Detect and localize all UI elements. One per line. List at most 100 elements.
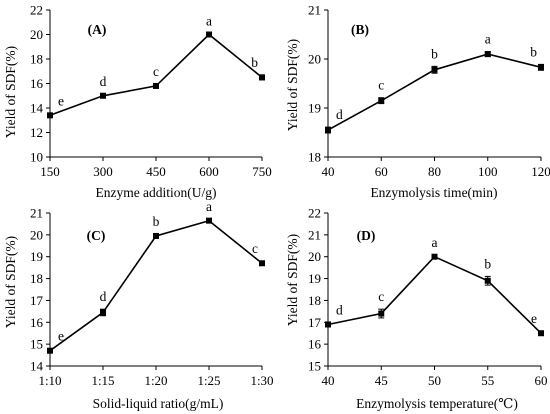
series-line xyxy=(327,255,542,334)
y-tick-label: 14 xyxy=(30,101,44,116)
y-tick-label: 19 xyxy=(308,271,321,286)
significance-label: b xyxy=(251,55,258,70)
data-point xyxy=(206,217,212,224)
significance-label: c xyxy=(252,241,258,256)
x-axis-title: Enzymolysis time(min) xyxy=(370,185,497,200)
x-tick-label: 150 xyxy=(40,164,60,179)
data-point xyxy=(378,97,385,104)
data-point xyxy=(100,309,106,316)
x-tick-label: 100 xyxy=(478,164,498,179)
y-tick-label: 21 xyxy=(30,206,43,221)
y-tick-label: 14 xyxy=(30,359,44,374)
data-point xyxy=(206,31,212,38)
y-tick-label: 21 xyxy=(308,227,321,242)
panel-d: (D) Enzymolysis temperature(℃) Yield of … xyxy=(285,206,548,412)
significance-label: a xyxy=(206,199,212,214)
y-tick-label: 19 xyxy=(30,249,43,264)
y-axis-title: Yield of SDF(%) xyxy=(3,236,18,328)
y-tick-label: 15 xyxy=(30,337,43,352)
panel-label: (A) xyxy=(88,22,107,37)
y-axis-title: Yield of SDF(%) xyxy=(3,46,18,138)
x-tick-label: 600 xyxy=(199,164,219,179)
series-line xyxy=(49,219,263,352)
x-axis-title: Enzymolysis temperature(℃) xyxy=(356,396,518,411)
significance-label: a xyxy=(206,13,212,28)
x-tick-label: 50 xyxy=(428,373,441,388)
y-tick-label: 10 xyxy=(30,150,43,165)
x-tick-label: 1:25 xyxy=(197,373,220,388)
data-point xyxy=(100,92,106,99)
significance-label: d xyxy=(100,74,107,89)
y-tick-label: 20 xyxy=(30,27,43,42)
data-point xyxy=(538,330,544,337)
significance-label: b xyxy=(530,44,537,59)
significance-label: e xyxy=(58,94,64,109)
data-point xyxy=(431,66,438,73)
x-tick-label: 1:10 xyxy=(38,373,61,388)
data-point xyxy=(325,127,331,134)
y-axis-title: Yield of SDF(%) xyxy=(285,234,300,326)
y-tick-label: 16 xyxy=(308,337,322,352)
significance-label: c xyxy=(378,289,384,304)
data-point xyxy=(47,112,53,119)
x-tick-label: 60 xyxy=(375,164,388,179)
panel-b: (B) Enzymolysis time(min) Yield of SDF(%… xyxy=(285,3,550,201)
data-point xyxy=(153,82,159,89)
data-point xyxy=(325,321,331,328)
x-axis-title: Solid-liquid ratio(g/mL) xyxy=(93,396,224,411)
y-tick-label: 20 xyxy=(308,249,321,264)
y-tick-label: 20 xyxy=(30,227,43,242)
x-axis-title: Enzyme addition(U/g) xyxy=(95,185,216,200)
x-tick-label: 45 xyxy=(375,373,388,388)
significance-label: d xyxy=(100,289,107,304)
significance-label: e xyxy=(58,329,64,344)
y-tick-label: 16 xyxy=(30,315,44,330)
significance-label: e xyxy=(531,311,537,326)
y-axis-title: Yield of SDF(%) xyxy=(285,39,300,131)
y-tick-label: 18 xyxy=(308,293,321,308)
significance-label: b xyxy=(484,256,491,271)
x-tick-label: 55 xyxy=(481,373,494,388)
data-point xyxy=(47,347,53,354)
panel-label: (D) xyxy=(357,228,376,243)
y-tick-label: 12 xyxy=(30,125,43,140)
significance-label: a xyxy=(485,32,491,47)
y-tick-label: 16 xyxy=(30,76,44,91)
x-tick-label: 120 xyxy=(531,164,550,179)
x-tick-label: 1:20 xyxy=(144,373,167,388)
y-tick-label: 18 xyxy=(30,52,43,67)
x-tick-label: 750 xyxy=(252,164,272,179)
x-tick-label: 1:30 xyxy=(250,373,273,388)
significance-label: d xyxy=(336,303,343,318)
x-tick-label: 300 xyxy=(93,164,113,179)
x-tick-label: 60 xyxy=(535,373,548,388)
y-tick-label: 17 xyxy=(30,293,44,308)
x-tick-label: 450 xyxy=(146,164,166,179)
significance-label: a xyxy=(432,235,438,250)
series-line xyxy=(327,53,542,131)
panel-a: (A) Enzyme addition(U/g) Yield of SDF(%)… xyxy=(3,3,272,201)
y-tick-label: 22 xyxy=(30,3,43,18)
significance-label: d xyxy=(336,107,343,122)
data-point xyxy=(259,260,265,267)
x-tick-label: 80 xyxy=(428,164,441,179)
significance-label: b xyxy=(431,46,438,61)
x-tick-label: 1:15 xyxy=(91,373,114,388)
data-point xyxy=(259,74,265,81)
data-point xyxy=(484,277,491,284)
y-tick-label: 18 xyxy=(308,150,321,165)
x-tick-label: 40 xyxy=(322,373,335,388)
y-tick-label: 22 xyxy=(308,206,321,221)
y-tick-label: 18 xyxy=(30,271,43,286)
panel-label: (C) xyxy=(87,228,106,243)
significance-label: c xyxy=(378,78,384,93)
data-point xyxy=(538,64,544,71)
y-tick-label: 20 xyxy=(308,52,321,67)
x-tick-label: 40 xyxy=(322,164,335,179)
panel-c: (C) Solid-liquid ratio(g/mL) Yield of SD… xyxy=(3,199,274,411)
y-tick-label: 19 xyxy=(308,101,321,116)
data-point xyxy=(378,310,385,317)
data-point xyxy=(153,232,159,239)
y-tick-label: 17 xyxy=(308,315,322,330)
